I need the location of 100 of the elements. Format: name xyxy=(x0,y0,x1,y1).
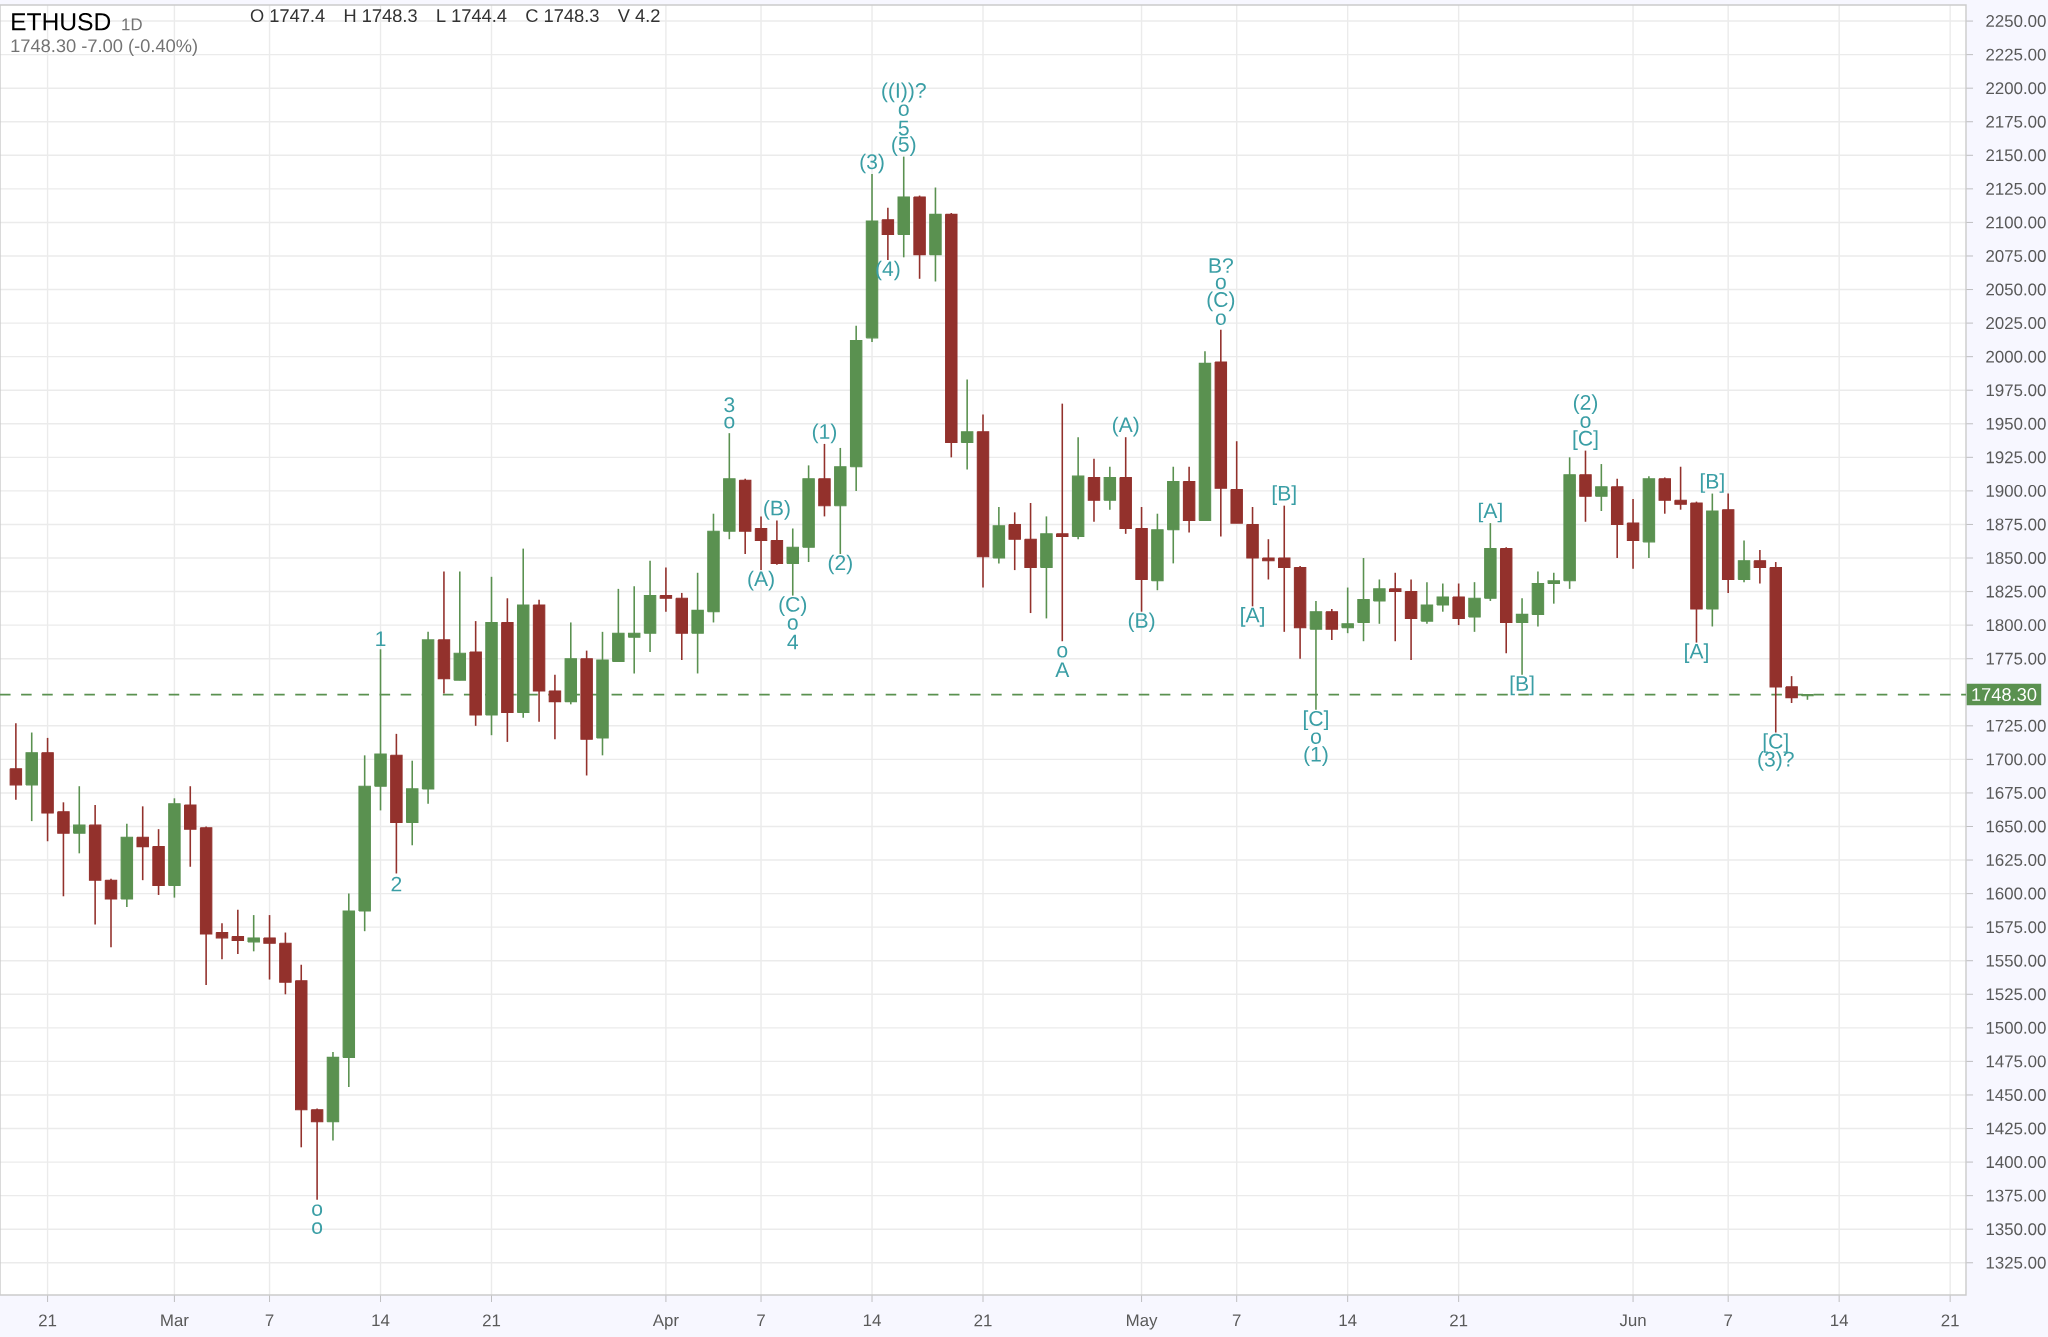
chart-title: ETHUSD xyxy=(12,13,111,31)
candlestick xyxy=(1579,449,1592,523)
candlestick xyxy=(960,378,974,471)
annotation: (C) xyxy=(1207,291,1235,312)
annotation: 2 xyxy=(391,876,402,892)
y-tick-label: 1950.00 xyxy=(1986,417,2046,430)
annotation: H 1748.3 xyxy=(344,9,417,23)
y-tick-label: 1650.00 xyxy=(1986,820,2046,833)
y-tick-label: 1425.00 xyxy=(1986,1122,2046,1135)
candlestick xyxy=(263,914,276,981)
annotation: O 1747.4 xyxy=(250,9,325,23)
ref-line-label: 1748.30 xyxy=(1972,688,2037,701)
annotation: o xyxy=(1215,277,1226,290)
y-tick-label: 1975.00 xyxy=(1986,384,2046,397)
y-tick-label: 1850.00 xyxy=(1986,552,2046,564)
y-tick-label: 1825.00 xyxy=(1986,585,2046,598)
y-tick-label: 2075.00 xyxy=(1986,250,2046,262)
y-tick-label: 2100.00 xyxy=(1986,216,2046,229)
y-tick-label: 2175.00 xyxy=(1986,115,2046,128)
y-tick-label: 1575.00 xyxy=(1986,921,2046,934)
annotation: [A] xyxy=(1685,643,1708,663)
candlestick xyxy=(881,206,895,261)
candlestick xyxy=(1737,539,1751,583)
candlestick xyxy=(1420,581,1434,625)
annotation: o xyxy=(312,1222,323,1234)
annotation: -7.00 (-0.40%) xyxy=(82,38,197,56)
candlestick xyxy=(1056,402,1069,643)
y-tick-label: 2250.00 xyxy=(1986,15,2046,28)
candlestick xyxy=(1008,511,1021,571)
candlestick xyxy=(1087,457,1101,523)
y-tick-label: 1775.00 xyxy=(1986,652,2046,665)
candlestick xyxy=(1436,582,1450,613)
x-tick-label: 14 xyxy=(863,1314,881,1327)
annotation: [B] xyxy=(1700,473,1724,493)
annotation: (2) xyxy=(1573,394,1598,415)
x-tick-label: 14 xyxy=(1831,1314,1849,1327)
candlestick xyxy=(1753,549,1767,585)
candlestick xyxy=(1373,578,1386,625)
annotation: [C] xyxy=(1303,710,1328,731)
candlestick xyxy=(136,805,149,881)
annotation: C 1748.3 xyxy=(526,9,599,23)
candlestick xyxy=(231,908,245,955)
x-tick-label: 21 xyxy=(974,1314,992,1327)
y-tick-label: 1400.00 xyxy=(1986,1156,2046,1169)
annotation: o xyxy=(1057,646,1068,658)
candlestick xyxy=(1452,582,1465,626)
y-tick-label: 2150.00 xyxy=(1986,149,2046,162)
annotation: (5) xyxy=(892,136,916,156)
annotation: 3 xyxy=(724,397,735,413)
annotation: 4 xyxy=(787,634,799,650)
annotation: ((I))? xyxy=(882,82,926,103)
text: 1D xyxy=(122,18,142,31)
x-tick-label: 21 xyxy=(1941,1314,1959,1327)
candlestick xyxy=(627,585,641,675)
annotation: [A] xyxy=(1241,607,1264,627)
annotation: (B) xyxy=(764,500,790,520)
x-tick-label: 7 xyxy=(1724,1314,1733,1327)
candlestick xyxy=(73,785,86,855)
candlestick xyxy=(310,1107,324,1201)
annotation: (1) xyxy=(812,423,837,444)
candlestick xyxy=(659,566,673,613)
x-tick-label: May xyxy=(1127,1314,1158,1330)
annotation: (C) xyxy=(779,596,807,616)
annotation: (3)? xyxy=(1758,751,1794,771)
candlestick xyxy=(786,527,799,597)
annotation: o xyxy=(1580,416,1591,428)
candlestick xyxy=(1388,572,1402,643)
candlestick xyxy=(548,674,562,741)
annotation: V 4.2 xyxy=(617,9,660,22)
candlestick xyxy=(1468,581,1481,633)
candlestick xyxy=(1626,498,1640,570)
y-tick-label: 1325.00 xyxy=(1986,1256,2046,1269)
y-tick-label: 1925.00 xyxy=(1986,451,2046,464)
y-tick-label: 2125.00 xyxy=(1986,182,2046,195)
annotation: 5 xyxy=(898,120,909,136)
x-tick-label: Jun xyxy=(1619,1314,1646,1327)
x-tick-label: 21 xyxy=(39,1314,57,1327)
y-tick-label: 1900.00 xyxy=(1986,484,2046,497)
x-tick-label: 21 xyxy=(482,1314,501,1327)
candlestick xyxy=(1357,557,1370,643)
y-tick-label: 1875.00 xyxy=(1986,518,2046,531)
annotation: o xyxy=(1310,732,1321,744)
annotation: 1748.30 xyxy=(11,39,76,53)
candlestick xyxy=(1341,586,1354,634)
candlestick xyxy=(104,878,118,949)
annotation: 1 xyxy=(376,631,386,647)
y-tick-label: 1600.00 xyxy=(1986,887,2046,900)
candlestick xyxy=(215,922,229,961)
annotation: o xyxy=(898,104,909,117)
y-tick-label: 1525.00 xyxy=(1986,988,2046,1001)
y-tick-label: 2200.00 xyxy=(1986,82,2046,95)
annotation: (3) xyxy=(860,153,884,174)
annotation: [C] xyxy=(1573,430,1598,450)
x-tick-label: 21 xyxy=(1450,1314,1468,1327)
x-tick-label: Apr xyxy=(652,1314,679,1330)
y-tick-label: 1700.00 xyxy=(1986,753,2046,766)
annotation: [B] xyxy=(1272,485,1296,505)
candlestick xyxy=(1674,465,1687,511)
x-tick-label: 7 xyxy=(1232,1314,1241,1327)
y-tick-label: 1625.00 xyxy=(1986,854,2046,867)
